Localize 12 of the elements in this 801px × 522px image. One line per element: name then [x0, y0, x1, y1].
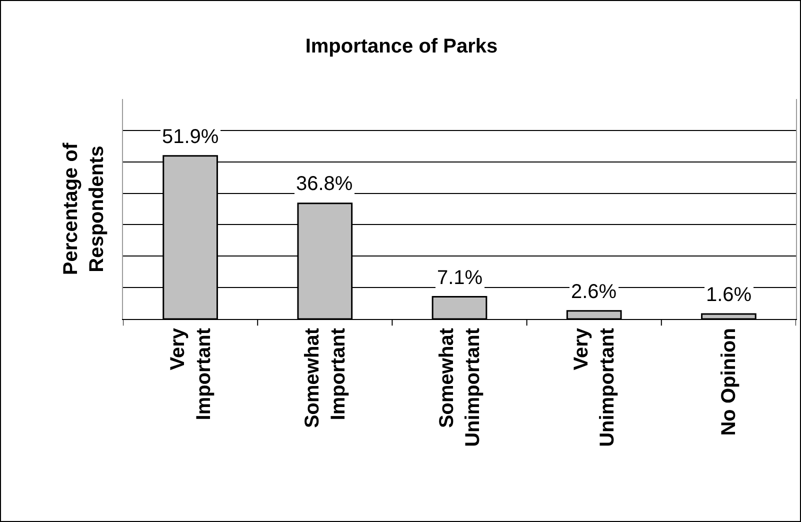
- x-tick-label: Very Unimportant: [570, 327, 619, 447]
- data-label: 2.6%: [571, 281, 617, 303]
- y-axis-title: Percentage of Respondents: [60, 142, 108, 276]
- data-label: 7.1%: [437, 267, 483, 289]
- data-label: 51.9%: [162, 126, 219, 148]
- x-tick-label: Somewhat Unimportant: [436, 328, 484, 447]
- data-label: 36.8%: [296, 173, 353, 195]
- x-tick-label: No Opinion: [718, 328, 740, 436]
- x-tick-label: Somewhat Important: [301, 328, 350, 428]
- data-label: 1.6%: [706, 284, 752, 306]
- x-tick-label: Very Important: [166, 327, 215, 420]
- chart-title: Importance of Parks: [305, 35, 498, 58]
